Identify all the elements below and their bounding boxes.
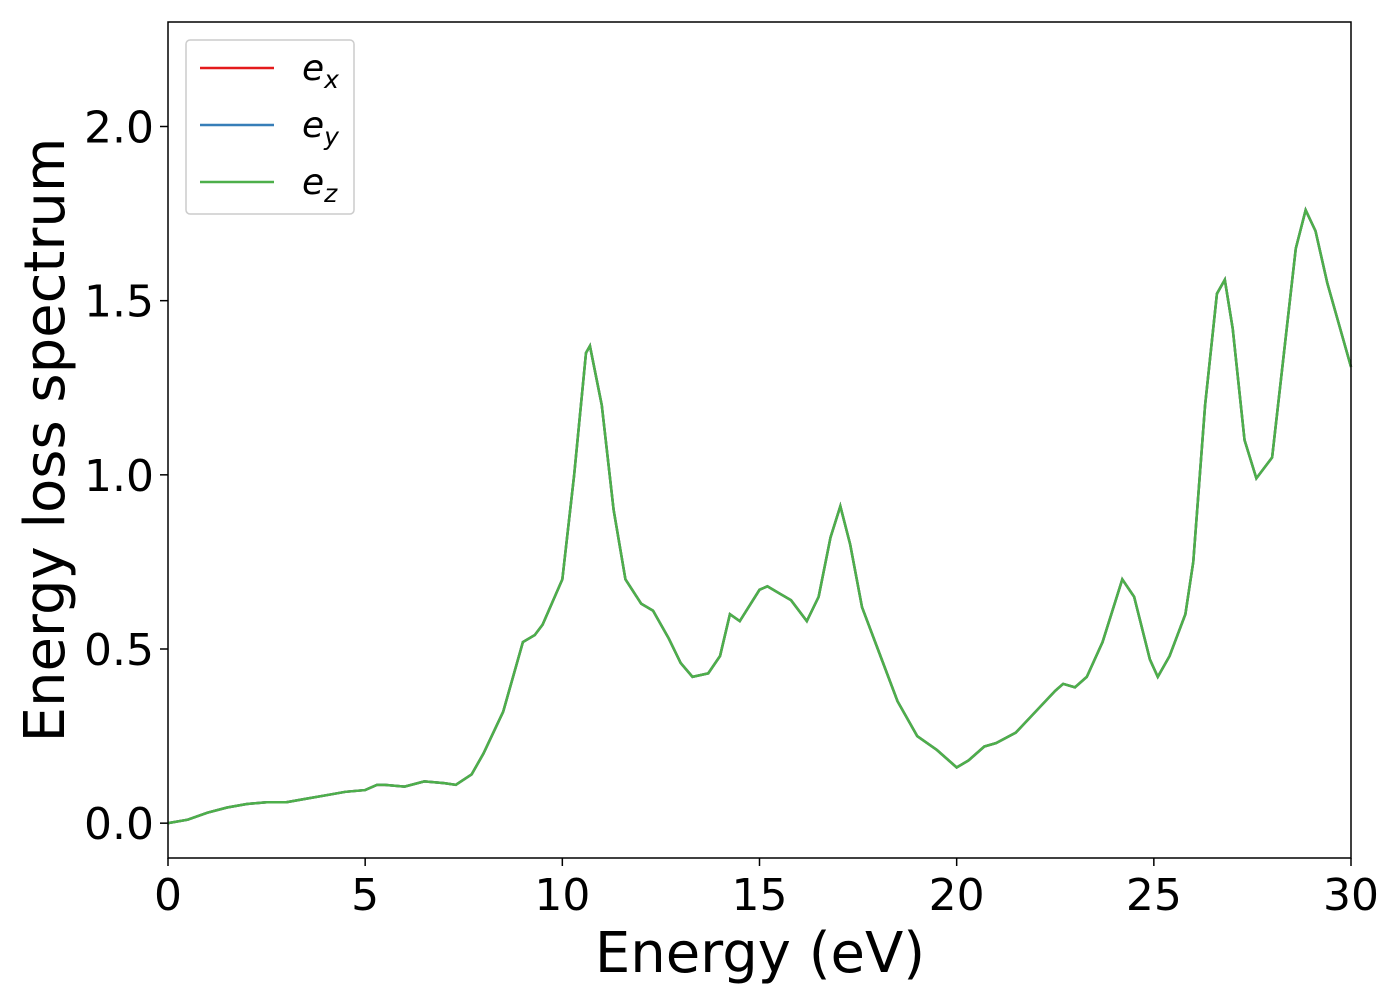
- x-tick-label: 10: [534, 870, 590, 921]
- data-line: [167, 206, 1353, 825]
- x-tick-label: 30: [1323, 870, 1379, 921]
- y-tick-label: 0.0: [84, 799, 154, 850]
- legend-label: ex: [302, 48, 339, 94]
- legend-label: ey: [302, 105, 340, 151]
- x-tick-label: 0: [154, 870, 182, 921]
- y-tick-label: 1.0: [84, 451, 154, 502]
- y-tick-label: 0.5: [84, 625, 154, 676]
- legend-label: ez: [302, 162, 338, 208]
- x-tick-label: 20: [929, 870, 985, 921]
- plot-frame: [167, 21, 1352, 859]
- legend-box: [185, 39, 355, 215]
- data-line: [167, 206, 1353, 825]
- data-line: [167, 206, 1353, 825]
- x-tick-label: 15: [732, 870, 788, 921]
- y-tick-label: 2.0: [84, 103, 154, 154]
- x-tick-label: 25: [1126, 870, 1182, 921]
- y-tick-label: 1.5: [84, 277, 154, 328]
- x-axis-label: Energy (eV): [595, 921, 925, 986]
- x-tick-label: 5: [351, 870, 379, 921]
- y-axis-label: Energy loss spectrum: [13, 138, 78, 743]
